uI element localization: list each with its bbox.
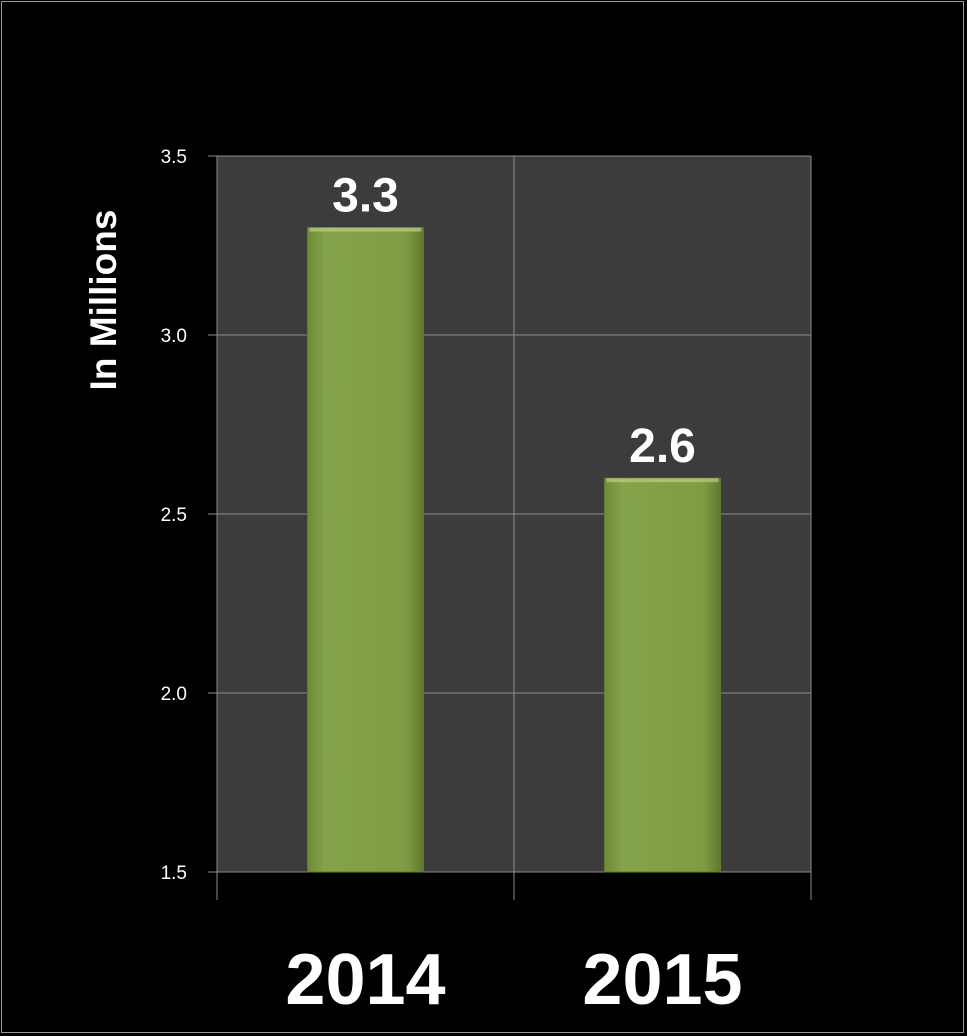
data-label: 2.6 (629, 420, 696, 473)
y-tick-label: 2.0 (161, 684, 187, 705)
x-category-label: 2015 (582, 940, 742, 1020)
y-tick-label: 1.5 (161, 863, 187, 884)
bar-highlight (309, 227, 422, 232)
data-label: 3.3 (332, 170, 399, 223)
y-tick-label: 3.0 (161, 326, 187, 347)
y-tick-label: 3.5 (161, 147, 187, 168)
labels: 1.5 2.0 2.5 3.0 3.5 3.3 2014 2.6 2015 (161, 147, 743, 1020)
y-tick-label: 2.5 (161, 505, 187, 526)
y-axis-label: In Millions (83, 210, 124, 391)
bar-highlight (606, 478, 719, 483)
axes (208, 155, 812, 900)
bars (307, 227, 721, 873)
bar-2014 (307, 227, 424, 873)
bar-2015 (604, 477, 721, 873)
x-category-label: 2014 (285, 940, 445, 1020)
